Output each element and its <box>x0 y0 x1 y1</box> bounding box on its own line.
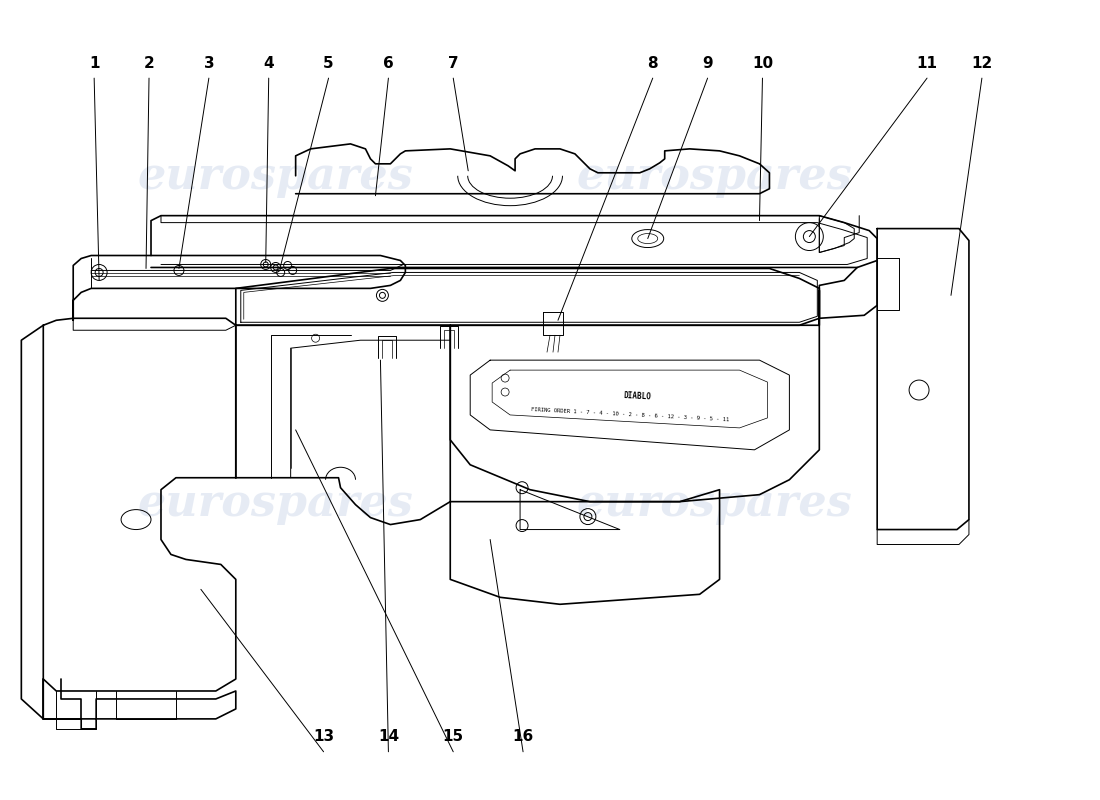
Text: 9: 9 <box>702 56 713 70</box>
Text: 14: 14 <box>377 730 399 744</box>
Text: 6: 6 <box>383 56 394 70</box>
Text: 2: 2 <box>144 56 154 70</box>
Text: 1: 1 <box>89 56 99 70</box>
Text: 10: 10 <box>752 56 773 70</box>
Text: 8: 8 <box>648 56 658 70</box>
Text: 12: 12 <box>971 56 992 70</box>
Text: 4: 4 <box>263 56 274 70</box>
Text: 16: 16 <box>513 730 534 744</box>
Text: eurospares: eurospares <box>138 155 414 198</box>
Text: 13: 13 <box>314 730 334 744</box>
Text: 3: 3 <box>204 56 214 70</box>
Text: 11: 11 <box>916 56 937 70</box>
Text: eurospares: eurospares <box>576 482 852 525</box>
Text: 7: 7 <box>448 56 459 70</box>
Text: FIRING ORDER 1 - 7 - 4 - 10 - 2 - 8 - 6 - 12 - 3 - 9 - 5 - 11: FIRING ORDER 1 - 7 - 4 - 10 - 2 - 8 - 6 … <box>530 407 729 422</box>
Text: 15: 15 <box>442 730 464 744</box>
Text: 5: 5 <box>323 56 334 70</box>
Text: DIABLO: DIABLO <box>624 390 652 402</box>
Text: eurospares: eurospares <box>576 155 852 198</box>
Text: eurospares: eurospares <box>138 482 414 525</box>
